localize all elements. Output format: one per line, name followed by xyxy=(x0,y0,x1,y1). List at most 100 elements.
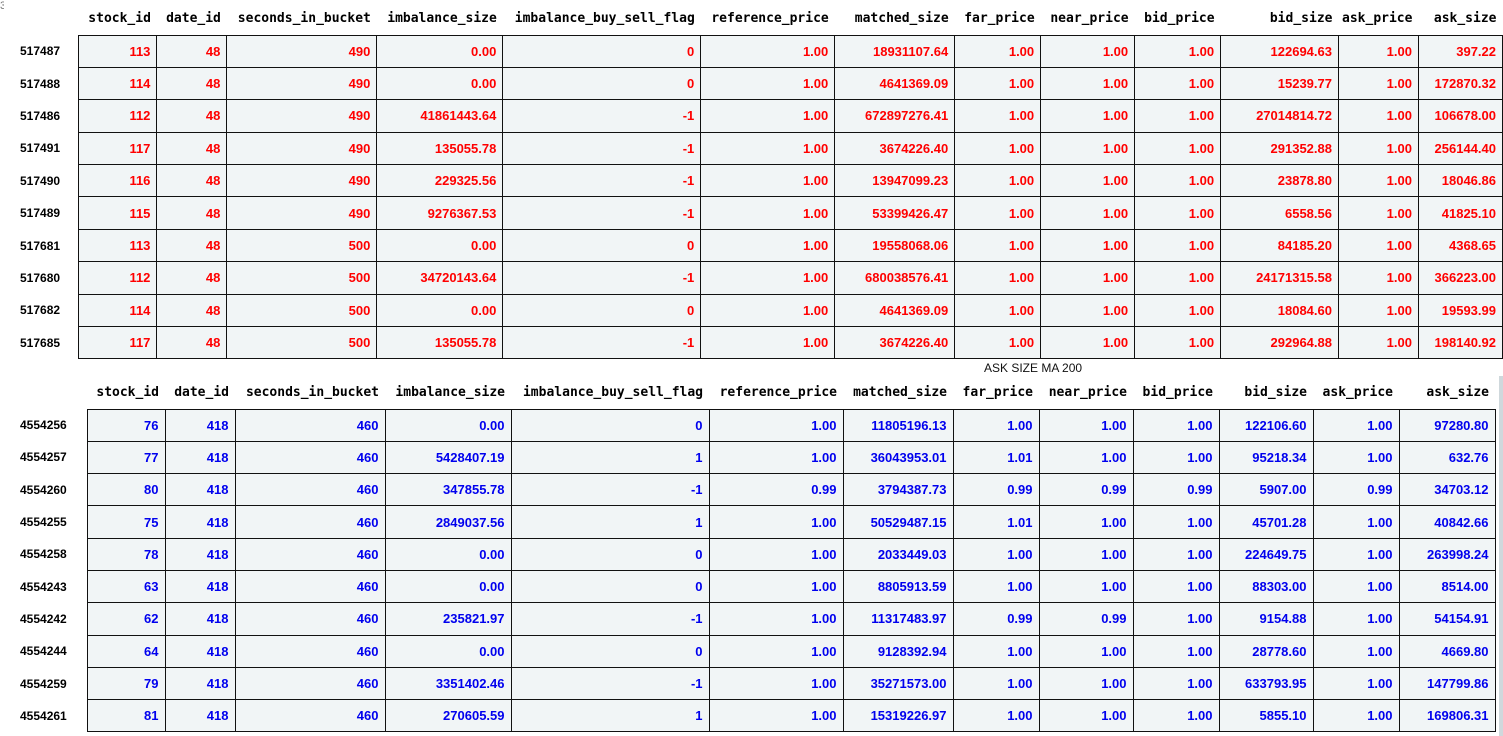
cell-bid-price: 1.00 xyxy=(1132,569,1220,604)
cell-date-id: 418 xyxy=(164,634,236,668)
cell-matched-size: 11317483.97 xyxy=(842,602,954,636)
cell-near-price: 1.00 xyxy=(1038,634,1134,668)
cell-far-price: 1.00 xyxy=(954,196,1042,230)
cell-imbalance-buy-sell-flag: -1 xyxy=(502,196,702,230)
cell-reference-price: 1.00 xyxy=(700,326,836,360)
cell-near-price: 1.00 xyxy=(1040,196,1136,230)
cell-near-price: 1.00 xyxy=(1038,666,1134,701)
cell-ask-price: 1.00 xyxy=(1312,569,1400,604)
cell-far-price: 1.00 xyxy=(952,537,1040,571)
cell-reference-price: 1.00 xyxy=(708,666,844,701)
cell-bid-price: 1.00 xyxy=(1132,440,1220,475)
cell-reference-price: 1.00 xyxy=(700,293,836,328)
cell-reference-price: 1.00 xyxy=(708,602,844,636)
cell-near-price: 1.00 xyxy=(1040,66,1136,101)
cell-bid-size: 122106.60 xyxy=(1218,408,1314,442)
cell-seconds-in-bucket: 500 xyxy=(226,261,378,295)
cell-date-id: 418 xyxy=(164,699,236,733)
cell-stock-id: 64 xyxy=(86,634,166,668)
cell-stock-id: 63 xyxy=(86,569,166,604)
cell-imbalance-size: 135055.78 xyxy=(376,131,504,166)
cell-date-id: 418 xyxy=(164,440,236,475)
column-header-imbalance-buy-sell-flag: imbalance_buy_sell_flag xyxy=(511,376,709,409)
column-header-imbalance-buy-sell-flag: imbalance_buy_sell_flag xyxy=(502,2,701,35)
cell-ask-size: 632.76 xyxy=(1398,440,1496,475)
table-row: 517487 113 48 490 0.00 0 1.00 18931107.64 1.00 1.… xyxy=(15,34,1503,68)
cell-far-price: 1.00 xyxy=(952,408,1040,442)
table-row: 4554256 76 418 460 0.00 0 1.00 11805196.13 1.00 1… xyxy=(15,408,1496,442)
row-index: 517489 xyxy=(15,196,79,230)
dataframe-table-bottom: stock_id date_id seconds_in_bucket imbalanc… xyxy=(15,376,1496,733)
column-header-seconds-in-bucket: seconds_in_bucket xyxy=(235,376,385,409)
cell-imbalance-size: 0.00 xyxy=(384,634,512,668)
cell-bid-size: 95218.34 xyxy=(1218,440,1314,475)
cell-date-id: 48 xyxy=(156,326,228,360)
table-header-row: stock_id date_id seconds_in_bucket imbalanc… xyxy=(15,376,1495,409)
cell-stock-id: 113 xyxy=(78,228,158,263)
cell-imbalance-buy-sell-flag: 1 xyxy=(510,505,710,539)
row-index: 4554255 xyxy=(15,505,87,539)
cell-matched-size: 50529487.15 xyxy=(842,505,954,539)
cell-bid-size: 6558.56 xyxy=(1220,196,1339,230)
cell-date-id: 418 xyxy=(164,537,236,571)
cell-imbalance-buy-sell-flag: -1 xyxy=(502,131,702,166)
cell-near-price: 1.00 xyxy=(1038,440,1134,475)
cell-ask-price: 1.00 xyxy=(1312,602,1400,636)
row-index: 517681 xyxy=(15,229,79,262)
row-index: 517491 xyxy=(15,132,79,165)
cell-ask-size: 18046.86 xyxy=(1417,164,1503,198)
cell-matched-size: 4641369.09 xyxy=(834,293,956,328)
cell-bid-size: 5907.00 xyxy=(1218,473,1314,507)
cell-ask-size: 4669.80 xyxy=(1398,634,1496,668)
cell-near-price: 0.99 xyxy=(1038,473,1134,507)
column-header-far-price: far_price xyxy=(953,376,1039,409)
cell-reference-price: 1.00 xyxy=(700,99,836,133)
cell-imbalance-size: 9276367.53 xyxy=(376,196,504,230)
column-header-far-price: far_price xyxy=(954,2,1041,35)
cell-ask-size: 40842.66 xyxy=(1398,505,1496,539)
cell-imbalance-buy-sell-flag: -1 xyxy=(510,602,710,636)
cell-ask-price: 1.00 xyxy=(1337,164,1419,198)
cell-seconds-in-bucket: 460 xyxy=(234,569,386,604)
row-index: 4554257 xyxy=(15,441,87,474)
table-row: 4554261 81 418 460 270605.59 1 1.00 15319226.97… xyxy=(15,699,1496,733)
cell-stock-id: 62 xyxy=(86,602,166,636)
cell-far-price: 1.00 xyxy=(954,99,1042,133)
cell-imbalance-size: 0.00 xyxy=(384,537,512,571)
row-index: 517490 xyxy=(15,164,79,197)
cell-ask-price: 1.00 xyxy=(1337,131,1419,166)
cell-date-id: 48 xyxy=(156,34,228,68)
cell-prompt-fragment: 3 xyxy=(0,0,4,12)
cell-far-price: 1.00 xyxy=(954,326,1042,360)
dataframe-table-top: stock_id date_id seconds_in_bucket imbalanc… xyxy=(15,2,1503,360)
table-row: 4554258 78 418 460 0.00 0 1.00 2033449.03 1.00 1.… xyxy=(15,537,1496,571)
cell-stock-id: 113 xyxy=(78,34,158,68)
table-row: 517681 113 48 500 0.00 0 1.00 19558068.06 1.00 1.… xyxy=(15,228,1503,263)
cell-seconds-in-bucket: 460 xyxy=(234,602,386,636)
column-header-reference-price: reference_price xyxy=(709,376,843,409)
cell-imbalance-buy-sell-flag: 0 xyxy=(502,66,702,101)
cell-near-price: 1.00 xyxy=(1040,261,1136,295)
cell-bid-price: 1.00 xyxy=(1132,634,1220,668)
cell-imbalance-size: 0.00 xyxy=(384,569,512,604)
column-header-near-price: near_price xyxy=(1040,2,1135,35)
cell-bid-size: 27014814.72 xyxy=(1220,99,1339,133)
cell-ask-price: 1.00 xyxy=(1312,666,1400,701)
column-header-near-price: near_price xyxy=(1039,376,1133,409)
cell-seconds-in-bucket: 490 xyxy=(226,99,378,133)
cell-imbalance-size: 34720143.64 xyxy=(376,261,504,295)
cell-matched-size: 36043953.01 xyxy=(842,440,954,475)
cell-near-price: 1.00 xyxy=(1040,164,1136,198)
cell-imbalance-buy-sell-flag: 0 xyxy=(510,408,710,442)
cell-bid-price: 1.00 xyxy=(1132,602,1220,636)
cell-date-id: 418 xyxy=(164,408,236,442)
table-row: 517486 112 48 490 41861443.64 -1 1.00 672897276… xyxy=(15,99,1503,133)
cell-near-price: 1.00 xyxy=(1038,569,1134,604)
cell-reference-price: 1.00 xyxy=(700,164,836,198)
table-caption: ASK SIZE MA 200 xyxy=(984,361,1083,375)
column-header-seconds-in-bucket: seconds_in_bucket xyxy=(226,2,377,35)
cell-matched-size: 672897276.41 xyxy=(834,99,956,133)
cell-matched-size: 8805913.59 xyxy=(842,569,954,604)
cell-ask-size: 263998.24 xyxy=(1398,537,1496,571)
cell-seconds-in-bucket: 460 xyxy=(234,505,386,539)
